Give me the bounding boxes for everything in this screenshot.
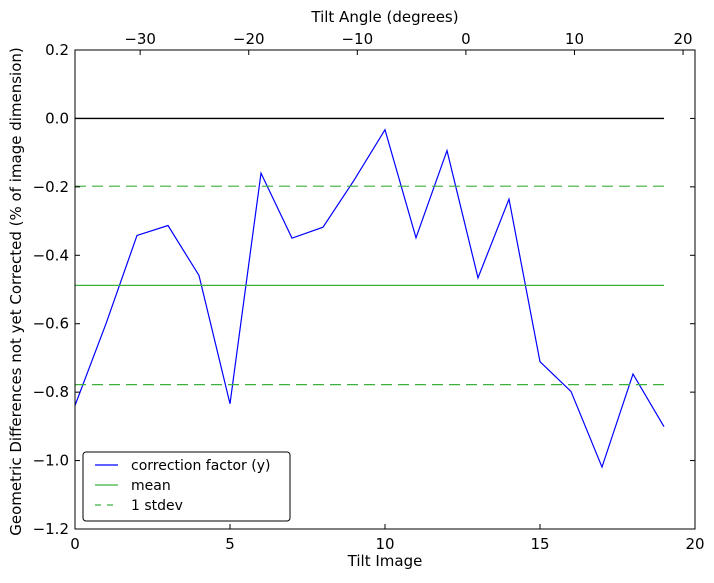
x-tick-label: 0 [70,535,80,553]
y-tick-label: −0.8 [33,383,69,401]
legend-label: mean [131,478,171,494]
x-tick-label: 10 [375,535,394,553]
top-x-tick-label: −10 [341,30,373,48]
legend-label: correction factor (y) [131,458,270,474]
top-x-tick-label: 20 [674,30,693,48]
x-axis-label: Tilt Image [347,552,423,570]
y-tick-label: −1.2 [33,520,69,538]
x-tick-label: 15 [530,535,549,553]
top-x-axis-label: Tilt Angle (degrees) [310,8,458,26]
y-tick-label: 0.0 [45,109,69,127]
x-tick-label: 20 [685,535,704,553]
y-tick-label: −1.0 [33,452,69,470]
y-tick-label: −0.4 [33,246,69,264]
y-tick-label: −0.6 [33,315,69,333]
top-x-tick-label: −20 [233,30,265,48]
y-axis-label: Geometric Differences not yet Corrected … [7,47,25,536]
y-tick-label: 0.2 [45,41,69,59]
x-tick-label: 5 [225,535,235,553]
top-x-tick-label: −30 [124,30,156,48]
y-tick-label: −0.2 [33,178,69,196]
top-x-tick-label: 10 [565,30,584,48]
series-correction-factor-line [75,130,664,467]
legend-label: 1 stdev [131,498,183,514]
top-x-tick-label: 0 [461,30,471,48]
